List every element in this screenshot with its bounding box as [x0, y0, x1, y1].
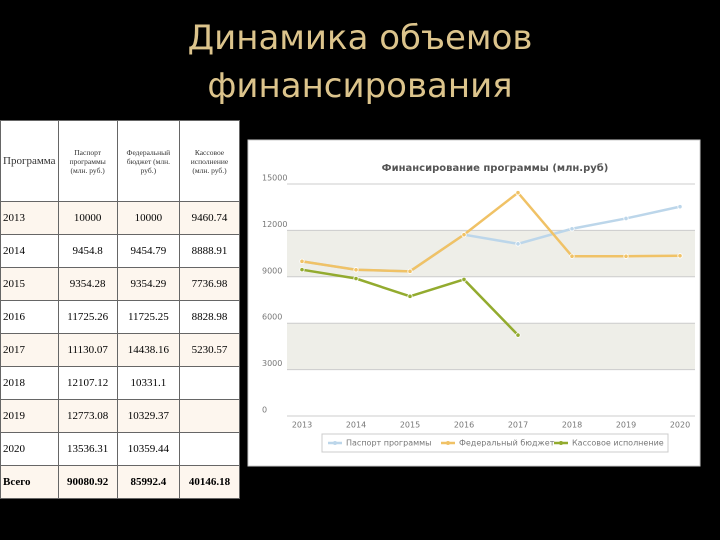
point: [569, 226, 575, 232]
point: [623, 215, 629, 222]
point: [461, 232, 467, 238]
table-cell: 2017: [0, 333, 59, 367]
table-cell: 14438.16: [116, 333, 180, 367]
point: [569, 253, 575, 259]
series-line: [301, 190, 681, 273]
table-cell: 10329.37: [116, 399, 180, 433]
x-tick-label: 2016: [454, 421, 474, 430]
table-cell: 2014: [0, 234, 59, 268]
header-cell: Программа: [0, 120, 59, 202]
table-cell: 10331.1: [116, 366, 180, 400]
point: [515, 332, 521, 338]
y-tick-label: 15000: [262, 174, 287, 183]
table-cell: [178, 432, 241, 466]
legend-dot: [559, 441, 563, 445]
point: [353, 275, 359, 282]
y-tick-label: 9000: [262, 266, 282, 275]
chart-title: Финансирование программы (млн.руб): [382, 162, 609, 174]
x-tick-label: 2013: [292, 421, 312, 430]
header-cell: Паспорт программы (млн. руб.): [57, 120, 118, 202]
header-cell: Кассовое исполнение (млн. руб.): [178, 120, 241, 202]
x-tick-label: 2018: [562, 421, 582, 430]
table-cell: 9354.28: [57, 267, 118, 301]
table-row: Всего 90080.92 85992.4 40146.18: [0, 465, 241, 499]
table-cell: 90080.92: [57, 465, 118, 499]
table-cell: 7736.98: [178, 267, 241, 301]
table-row: 2014 9454.8 9454.79 8888.91: [0, 234, 241, 268]
point: [461, 276, 467, 283]
table-cell: 9454.79: [116, 234, 180, 268]
table-row: 2013 10000 10000 9460.74: [0, 201, 241, 235]
chart-panel: [247, 139, 701, 467]
table-row: 2016 11725.26 11725.25 8828.98: [0, 300, 241, 334]
table-cell: 12107.12: [57, 366, 118, 400]
slide-title: Динамика объемов финансирования: [187, 18, 533, 106]
legend-dot: [446, 441, 450, 445]
y-tick-label: 6000: [262, 313, 282, 322]
legend-box: [321, 433, 669, 453]
point: [515, 241, 521, 247]
table-cell: 9454.8: [57, 234, 118, 268]
table-cell: 2016: [0, 300, 59, 334]
table-cell: 11725.25: [116, 300, 180, 334]
table-cell: 9354.29: [116, 267, 180, 301]
table-cell: 85992.4: [116, 465, 180, 499]
table-row: 2018 12107.12 10331.1: [0, 366, 241, 400]
x-tick-label: 2017: [508, 421, 528, 430]
table-cell: 10359.44: [116, 432, 180, 466]
table-cell: [178, 399, 241, 433]
table-cell: 40146.18: [178, 465, 241, 499]
table-cell: 11130.07: [57, 333, 118, 367]
legend-label: Федеральный бюджет: [459, 439, 555, 448]
table-cell: 8888.91: [178, 234, 241, 268]
table-cell: 9460.74: [178, 201, 241, 235]
x-tick-label: 2015: [400, 421, 420, 430]
point: [353, 267, 359, 273]
y-tick-label: 0: [262, 406, 267, 415]
point: [677, 253, 683, 259]
point: [515, 190, 521, 196]
point: [299, 258, 305, 264]
y-tick-label: 3000: [262, 359, 282, 368]
band: [287, 323, 695, 370]
table-cell: 12773.08: [57, 399, 118, 433]
data-table: Программа Паспорт программы (млн. руб.) Фе…: [0, 120, 241, 499]
legend-label: Кассовое исполнение: [572, 439, 664, 448]
band: [287, 230, 695, 277]
x-tick-label: 2019: [616, 421, 636, 430]
point: [677, 204, 683, 210]
point: [407, 293, 413, 299]
table-cell: 2013: [0, 201, 59, 235]
table-cell: [178, 366, 241, 400]
table-row: 2020 13536.31 10359.44: [0, 432, 241, 466]
table-cell: 10000: [57, 201, 118, 235]
x-tick-label: 2020: [670, 421, 690, 430]
table-cell: 10000: [116, 201, 180, 235]
point: [299, 267, 305, 273]
x-tick-label: 2014: [346, 421, 366, 430]
header-cell: Федеральный бюджет (млн. руб.): [116, 120, 180, 202]
y-tick-label: 12000: [262, 220, 287, 229]
table-cell: Всего: [0, 465, 59, 499]
table-cell: 5230.57: [178, 333, 241, 367]
point: [623, 253, 629, 259]
legend-dot: [333, 441, 337, 445]
legend-label: Паспорт программы: [346, 439, 432, 448]
table-row: 2017 11130.07 14438.16 5230.57: [0, 333, 241, 367]
point: [407, 268, 413, 274]
